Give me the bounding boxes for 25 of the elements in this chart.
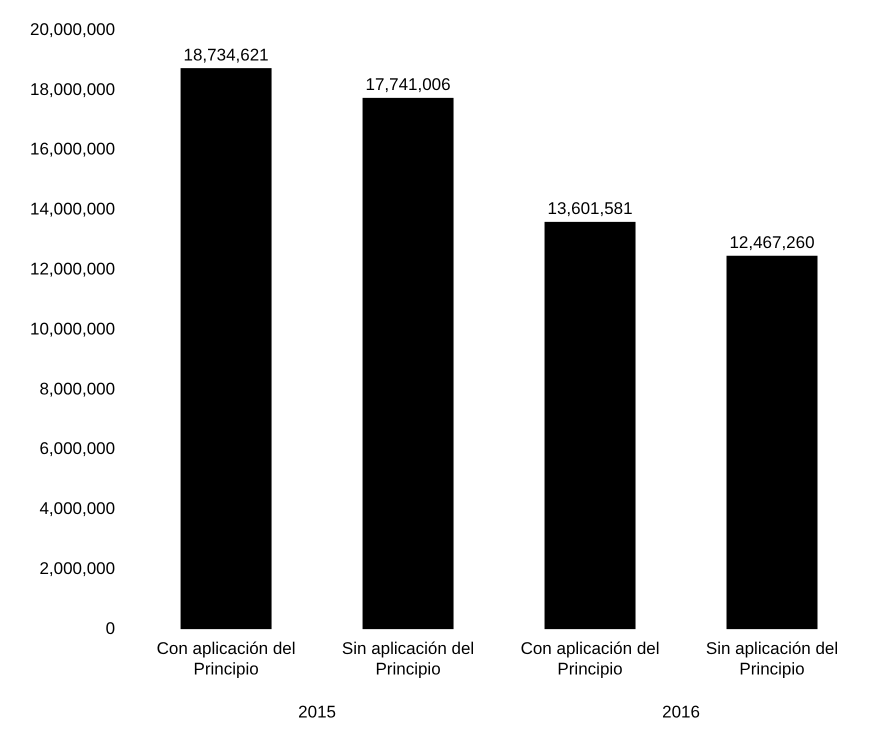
x-tick-label: Con aplicación del Principio: [156, 639, 296, 678]
y-tick-label: 14,000,000: [30, 200, 116, 219]
y-tick-label: 18,000,000: [30, 80, 116, 99]
y-tick-label: 0: [106, 618, 116, 638]
y-tick-label: 16,000,000: [30, 140, 116, 159]
y-tick-label: 20,000,000: [30, 20, 116, 39]
x-tick-label: Con aplicación del Principio: [520, 639, 660, 678]
data-label: 13,601,581: [547, 199, 633, 218]
x-tick-label: Sin aplicación del Principio: [342, 639, 474, 678]
x-tick-label: Sin aplicación del Principio: [706, 639, 838, 678]
data-label: 12,467,260: [729, 232, 815, 252]
text: 2015: [298, 702, 336, 722]
bar: [180, 68, 272, 630]
data-label: 17,741,006: [366, 75, 451, 94]
bar: [362, 98, 454, 630]
bar: [726, 256, 818, 630]
y-tick-label: 6,000,000: [39, 439, 116, 458]
y-tick-label: 2,000,000: [39, 558, 116, 578]
y-tick-label: 10,000,000: [30, 319, 116, 338]
data-label: 18,734,621: [184, 45, 269, 64]
y-tick-label: 12,000,000: [30, 259, 116, 278]
y-tick-label: 8,000,000: [39, 379, 116, 398]
y-tick-label: 4,000,000: [39, 499, 116, 518]
text: 2016: [662, 702, 700, 722]
bar: [544, 222, 636, 630]
